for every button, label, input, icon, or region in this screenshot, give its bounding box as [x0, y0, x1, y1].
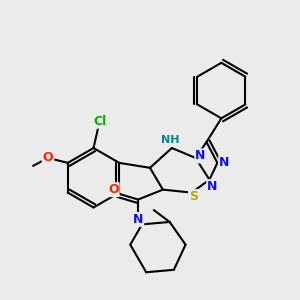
Text: N: N	[219, 156, 230, 170]
Text: N: N	[195, 149, 206, 162]
Text: N: N	[133, 213, 143, 226]
Text: N: N	[207, 180, 218, 193]
Text: NH: NH	[160, 135, 179, 145]
Text: Cl: Cl	[94, 115, 107, 128]
Text: O: O	[108, 183, 119, 196]
Text: S: S	[189, 190, 198, 203]
Text: O: O	[43, 152, 53, 164]
